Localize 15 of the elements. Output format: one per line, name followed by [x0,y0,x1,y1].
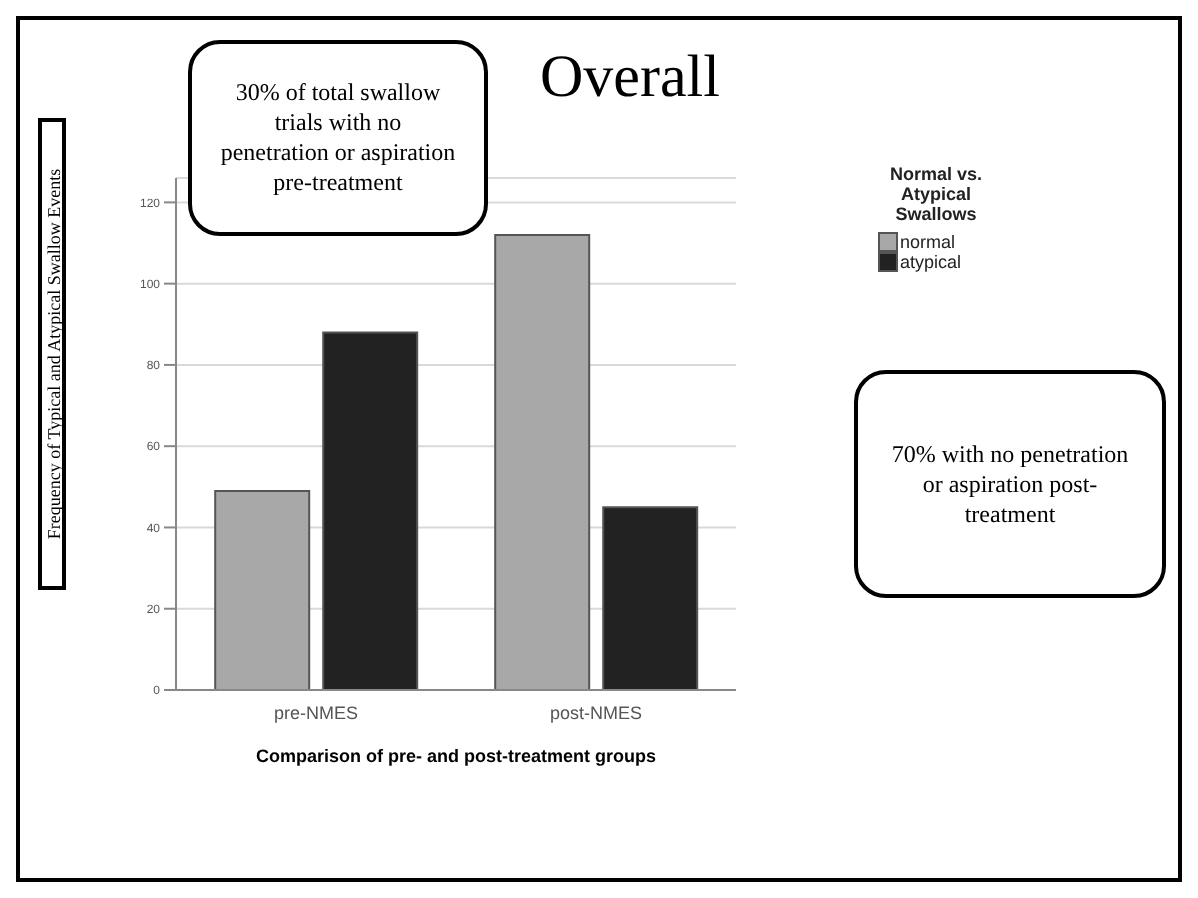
legend-label: normal [900,232,956,252]
bar [322,331,419,690]
annotation: 30% of total swallow trials with no penetration or aspiration pre-treatment [220,78,456,198]
chart-title: Overall [538,44,722,112]
bar [494,233,591,690]
legend-title: Normal vs. Atypical Swallows [887,164,985,224]
bar [602,506,699,690]
x-tick-label: post-NMES [549,702,643,723]
x-tick-label: pre-NMES [273,702,359,723]
callout-box: 70% with no penetration or aspiration post-treatment [854,370,1166,598]
x-axis-title: Comparison of pre- and post-treatment groups [255,746,657,766]
callout-box: 30% of total swallow trials with no penetration or aspiration pre-treatment [188,40,488,236]
bar [214,489,311,690]
y-axis-title: Frequency of Typical and Atypical Swallow Events [44,167,64,540]
legend-label: atypical [900,252,962,272]
